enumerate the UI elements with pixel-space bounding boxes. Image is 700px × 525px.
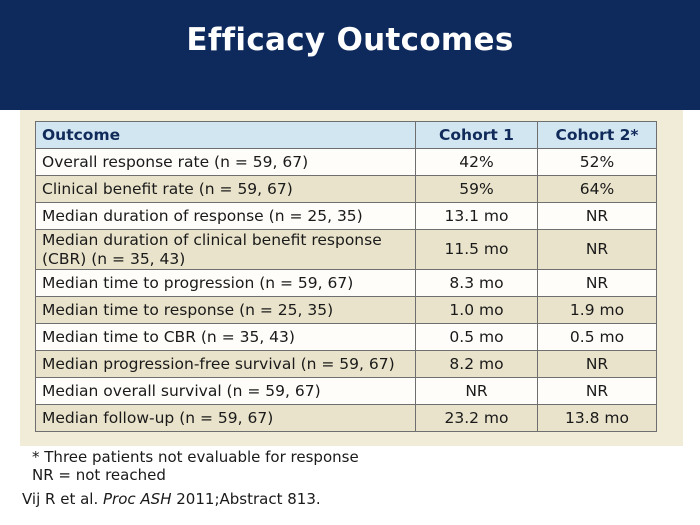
efficacy-table: Outcome Cohort 1 Cohort 2* Overall respo… (35, 121, 657, 432)
table-row: Median time to response (n = 25, 35) 1.0… (35, 296, 657, 324)
table-row: Median follow-up (n = 59, 67) 23.2 mo 13… (35, 404, 657, 432)
citation-authors: Vij R et al. (22, 490, 99, 508)
cohort-1-cell: 59% (415, 175, 538, 203)
outcome-cell: Median time to CBR (n = 35, 43) (35, 323, 416, 351)
cohort-2-cell: 13.8 mo (537, 404, 657, 432)
footnotes: * Three patients not evaluable for respo… (32, 448, 359, 484)
outcome-cell: Median follow-up (n = 59, 67) (35, 404, 416, 432)
table-row: Median duration of clinical benefit resp… (35, 229, 657, 270)
outcome-cell: Median duration of clinical benefit resp… (35, 229, 416, 270)
header-outcome: Outcome (35, 121, 416, 149)
cohort-1-cell: 1.0 mo (415, 296, 538, 324)
cohort-2-cell: 1.9 mo (537, 296, 657, 324)
cohort-2-cell: 64% (537, 175, 657, 203)
outcome-cell: Median time to progression (n = 59, 67) (35, 269, 416, 297)
cohort-2-cell: NR (537, 269, 657, 297)
cohort-1-cell: 8.2 mo (415, 350, 538, 378)
slide-title: Efficacy Outcomes (186, 22, 514, 58)
header-cohort-2: Cohort 2* (537, 121, 657, 149)
citation: Vij R et al. Proc ASH 2011;Abstract 813. (22, 490, 321, 508)
cohort-2-cell: NR (537, 377, 657, 405)
table-row: Median overall survival (n = 59, 67) NR … (35, 377, 657, 405)
cohort-2-cell: 52% (537, 148, 657, 176)
header-cohort-1: Cohort 1 (415, 121, 538, 149)
table-row: Median time to CBR (n = 35, 43) 0.5 mo 0… (35, 323, 657, 351)
outcome-line-1: Median duration of clinical benefit resp… (42, 230, 382, 249)
cohort-1-cell: NR (415, 377, 538, 405)
citation-details: 2011;Abstract 813. (176, 490, 321, 508)
table-row: Clinical benefit rate (n = 59, 67) 59% 6… (35, 175, 657, 203)
cohort-1-cell: 11.5 mo (415, 229, 538, 270)
table-row: Median duration of response (n = 25, 35)… (35, 202, 657, 230)
outcome-cell: Clinical benefit rate (n = 59, 67) (35, 175, 416, 203)
cohort-2-cell: 0.5 mo (537, 323, 657, 351)
table-header-row: Outcome Cohort 1 Cohort 2* (35, 121, 657, 149)
footnote-nr: NR = not reached (32, 466, 166, 484)
cohort-2-cell: NR (537, 202, 657, 230)
footnote-asterisk: * Three patients not evaluable for respo… (32, 448, 359, 466)
outcome-line-2: (CBR) (n = 35, 43) (42, 249, 186, 268)
cohort-1-cell: 42% (415, 148, 538, 176)
citation-journal: Proc ASH (103, 490, 172, 508)
cohort-2-cell: NR (537, 229, 657, 270)
title-banner: Efficacy Outcomes (0, 0, 700, 110)
cohort-1-cell: 0.5 mo (415, 323, 538, 351)
table-row: Median time to progression (n = 59, 67) … (35, 269, 657, 297)
cohort-1-cell: 13.1 mo (415, 202, 538, 230)
outcome-cell: Median duration of response (n = 25, 35) (35, 202, 416, 230)
cohort-2-cell: NR (537, 350, 657, 378)
outcome-cell: Overall response rate (n = 59, 67) (35, 148, 416, 176)
outcome-cell: Median overall survival (n = 59, 67) (35, 377, 416, 405)
outcome-cell: Median progression-free survival (n = 59… (35, 350, 416, 378)
cohort-1-cell: 23.2 mo (415, 404, 538, 432)
table-row: Median progression-free survival (n = 59… (35, 350, 657, 378)
outcome-cell: Median time to response (n = 25, 35) (35, 296, 416, 324)
cohort-1-cell: 8.3 mo (415, 269, 538, 297)
table-row: Overall response rate (n = 59, 67) 42% 5… (35, 148, 657, 176)
